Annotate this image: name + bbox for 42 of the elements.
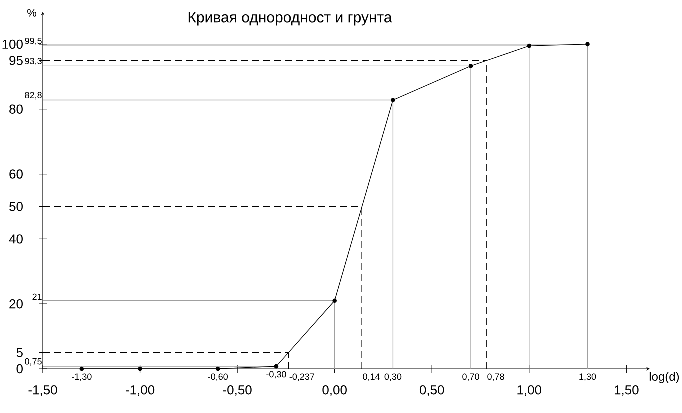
annotation: -0,30 [266,371,286,379]
point [274,364,279,369]
y-tick-label: 0 [16,364,23,374]
ref-line-label: 21 [32,294,42,300]
x-tick-label: 0,00 [322,386,347,396]
point [586,42,590,47]
ref-line-label: 99,5 [25,38,42,46]
ref-line-label: 0,78 [488,374,504,382]
x-tick-label: -1,50 [28,386,58,396]
point [80,366,84,372]
ref-line-label: 82,8 [25,92,42,100]
y-tick-label: 50 [10,202,23,212]
x-axis-title: log(d) [650,372,680,384]
annotation: -0,60 [208,374,228,382]
ref-line-label: 0,70 [462,374,480,382]
y-tick-label: 20 [10,299,23,309]
point [138,366,142,372]
point [527,44,532,48]
y-axis-title: % [28,9,36,17]
y-tick-label: 60 [10,170,23,179]
ref-line-label: 0,14 [363,374,380,382]
y-tick-label: 100 [2,40,23,50]
ref-line-label: 93,3 [25,58,42,66]
point [468,64,474,68]
point [332,298,337,303]
ref-line-label: 1,30 [580,374,596,382]
y-tick-label: 5 [16,348,23,358]
y-tick-label: 80 [10,104,23,114]
x-tick-label: 0,50 [420,386,444,396]
x-tick-label: 1,50 [614,386,639,396]
chart-title: Кривая однородност и грунта [188,12,392,26]
y-tick-label: 95 [10,56,23,66]
ref-line-label: 0,75 [25,358,42,366]
annotation: -1,30 [72,374,92,382]
y-tick-label: 40 [9,234,23,244]
ref-line-label: 0,30 [384,374,402,382]
ref-line-label: -0,237 [290,374,314,382]
point [216,366,220,372]
x-tick-label: -1,00 [126,386,155,396]
x-tick-label: 1,00 [518,386,542,396]
x-tick-label: -0,50 [223,386,252,396]
point [391,98,396,102]
